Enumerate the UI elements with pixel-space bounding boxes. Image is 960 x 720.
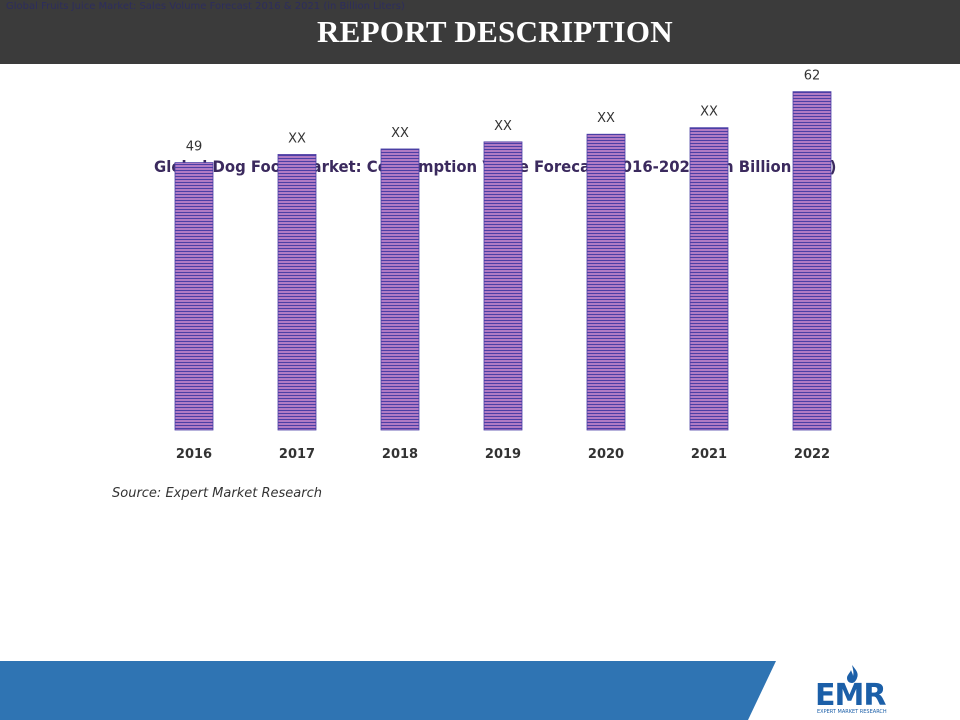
bar-2020: [586, 133, 626, 431]
source-note: Source: Expert Market Research: [112, 486, 322, 501]
data-label-2021: XX: [700, 105, 718, 120]
bar-2022: [792, 91, 832, 431]
x-tick-2020: 2020: [588, 447, 624, 462]
data-label-2016: 49: [186, 140, 203, 155]
emr-logo-subtitle: EXPERT MARKET RESEARCH: [817, 709, 887, 715]
x-tick-2016: 2016: [176, 447, 212, 462]
bar-2018: [380, 148, 420, 431]
x-tick-2019: 2019: [485, 447, 521, 462]
data-label-2019: XX: [494, 119, 512, 134]
bar-2017: [277, 154, 317, 431]
emr-logo: EMR: [815, 678, 886, 713]
data-label-2022: 62: [804, 69, 821, 84]
footer-white-wedge: [748, 661, 960, 720]
x-tick-2017: 2017: [279, 447, 315, 462]
bar-2019: [483, 141, 523, 431]
data-label-2020: XX: [597, 111, 615, 126]
x-tick-2022: 2022: [794, 447, 830, 462]
page-title: REPORT DESCRIPTION: [317, 14, 673, 49]
header-bar: Global Fruits Juice Market: Sales Volume…: [0, 0, 960, 64]
bar-2021: [689, 127, 729, 431]
data-label-2017: XX: [288, 131, 306, 146]
x-tick-2021: 2021: [691, 447, 727, 462]
bar-2016: [174, 162, 214, 431]
x-tick-2018: 2018: [382, 447, 418, 462]
footer-band: [0, 661, 960, 720]
flame-icon: [847, 665, 858, 683]
data-label-2018: XX: [391, 126, 409, 141]
header-ghost-text: Global Fruits Juice Market: Sales Volume…: [6, 1, 405, 12]
